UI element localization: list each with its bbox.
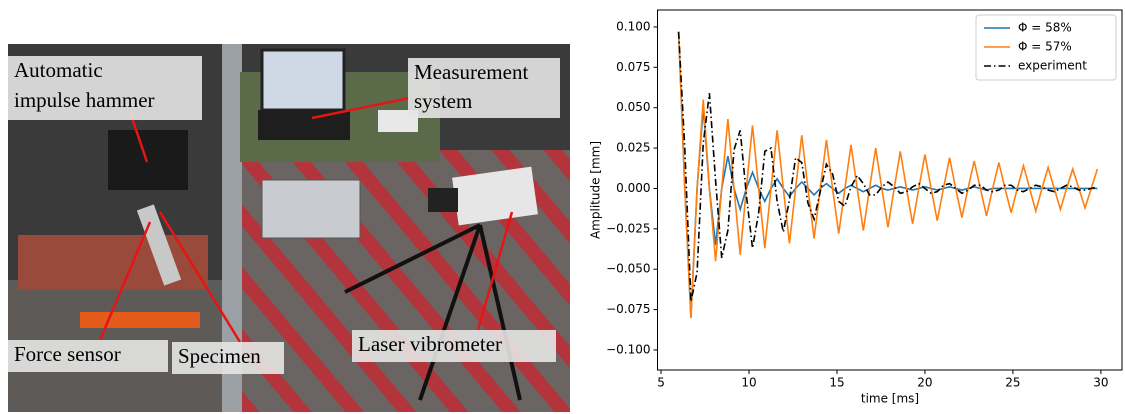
x-tick-label: 5 <box>657 376 665 390</box>
label-box <box>8 340 168 372</box>
controller <box>261 179 361 239</box>
x-tick-label: 20 <box>917 376 932 390</box>
tripod-leg <box>418 224 482 401</box>
tripod-leg <box>344 223 481 294</box>
y-axis-label: Amplitude [mm] <box>589 141 603 239</box>
vibrometer <box>452 166 538 226</box>
arrows <box>98 96 514 343</box>
plot-frame <box>657 9 1123 371</box>
y-tick-label: −0.050 <box>606 262 650 276</box>
photo-label: Force sensor <box>14 342 121 366</box>
laptop-base <box>258 110 350 140</box>
photo-label: impulse hammer <box>14 88 155 112</box>
series-line <box>677 31 1099 318</box>
chart: time [ms] Amplitude [mm] 5 10 15 20 25 30 −0.1… <box>589 9 1123 406</box>
legend-label: Φ = 57% <box>1018 40 1072 54</box>
photo-label: Laser vibrometer <box>358 332 502 356</box>
x-tick-label: 15 <box>829 376 844 390</box>
y-tick-label: 0.050 <box>616 100 650 114</box>
y-tick-label: −0.025 <box>606 221 650 235</box>
y-tick-label: 0.100 <box>616 19 650 33</box>
x-tick-label: 10 <box>741 376 756 390</box>
photo-label: Automatic <box>14 58 103 82</box>
x-axis-label: time [ms] <box>861 392 919 406</box>
hammer <box>108 130 188 190</box>
photo-label: Measurement <box>414 60 528 84</box>
arrow <box>158 211 242 343</box>
legend-label: Φ = 58% <box>1018 21 1072 35</box>
arrow <box>311 96 411 120</box>
laptop-screen <box>260 48 346 112</box>
arrow <box>98 221 152 341</box>
legend-label: experiment <box>1018 59 1087 73</box>
photo-label: Specimen <box>178 344 261 368</box>
x-tick-label: 25 <box>1005 376 1020 390</box>
y-tick-label: 0.000 <box>616 181 650 195</box>
legend-box <box>975 14 1117 81</box>
y-tick-label: 0.075 <box>616 60 650 74</box>
photo: Automatic impulse hammer Measurement sys… <box>8 44 570 412</box>
label-box <box>408 58 560 118</box>
label-box <box>172 342 284 374</box>
series-line <box>677 31 1098 302</box>
y-tick-label: 0.025 <box>616 141 650 155</box>
photo-label: system <box>414 89 472 113</box>
arrow <box>476 211 514 331</box>
level <box>80 312 200 328</box>
y-tick-label: −0.100 <box>606 342 650 356</box>
x-tick-label: 30 <box>1093 376 1108 390</box>
y-tick-label: −0.075 <box>606 302 650 316</box>
arrow <box>128 111 149 163</box>
tripod-leg <box>478 224 522 401</box>
label-box <box>8 56 202 120</box>
vibrometer-lens <box>428 188 458 212</box>
label-box <box>352 330 556 362</box>
series-line <box>677 31 1098 318</box>
